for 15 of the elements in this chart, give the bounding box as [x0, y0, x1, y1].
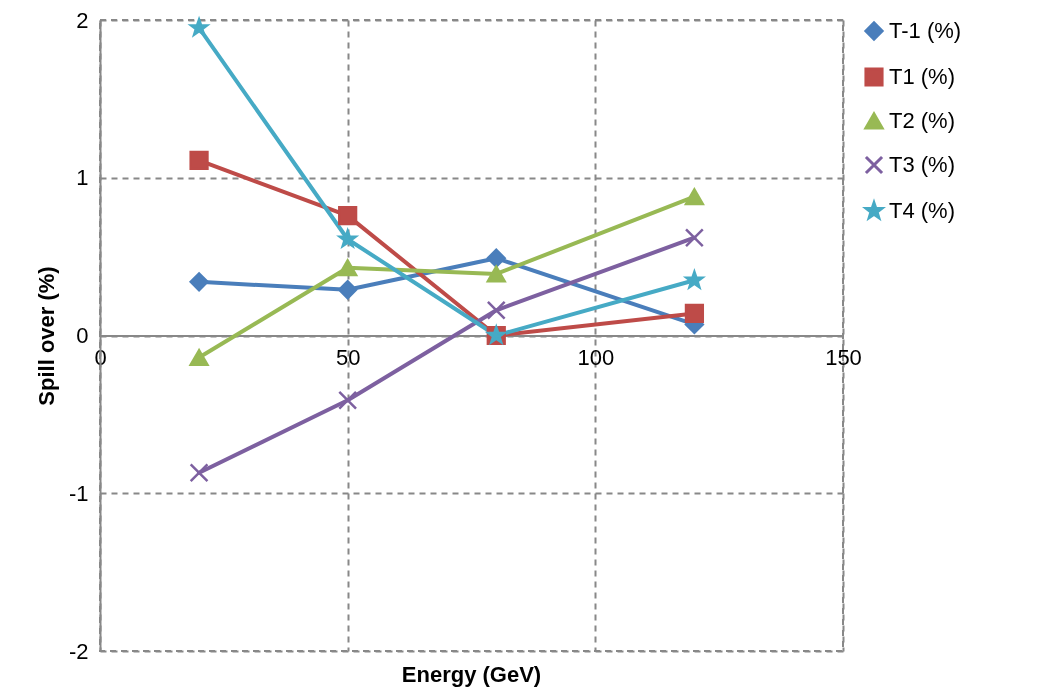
x-axis-title: Energy (GeV): [401, 662, 542, 687]
y-tick-label: 1: [76, 165, 89, 191]
y-axis-title: Spill over (%): [33, 266, 59, 406]
x-tick-label: 50: [335, 345, 361, 370]
y-tick-label: -2: [68, 638, 89, 664]
y-tick-label: -1: [68, 480, 89, 506]
x-tick-label: 150: [825, 345, 862, 370]
y-tick-label: 2: [76, 7, 89, 33]
legend-label: T2 (%): [889, 108, 955, 133]
x-tick-label: 100: [577, 345, 615, 370]
legend-label: T4 (%): [889, 198, 955, 223]
legend-label: T-1 (%): [889, 18, 962, 43]
y-tick-label: 0: [76, 323, 89, 348]
legend-label: T1 (%): [889, 64, 955, 89]
legend-label: T3 (%): [889, 152, 955, 177]
